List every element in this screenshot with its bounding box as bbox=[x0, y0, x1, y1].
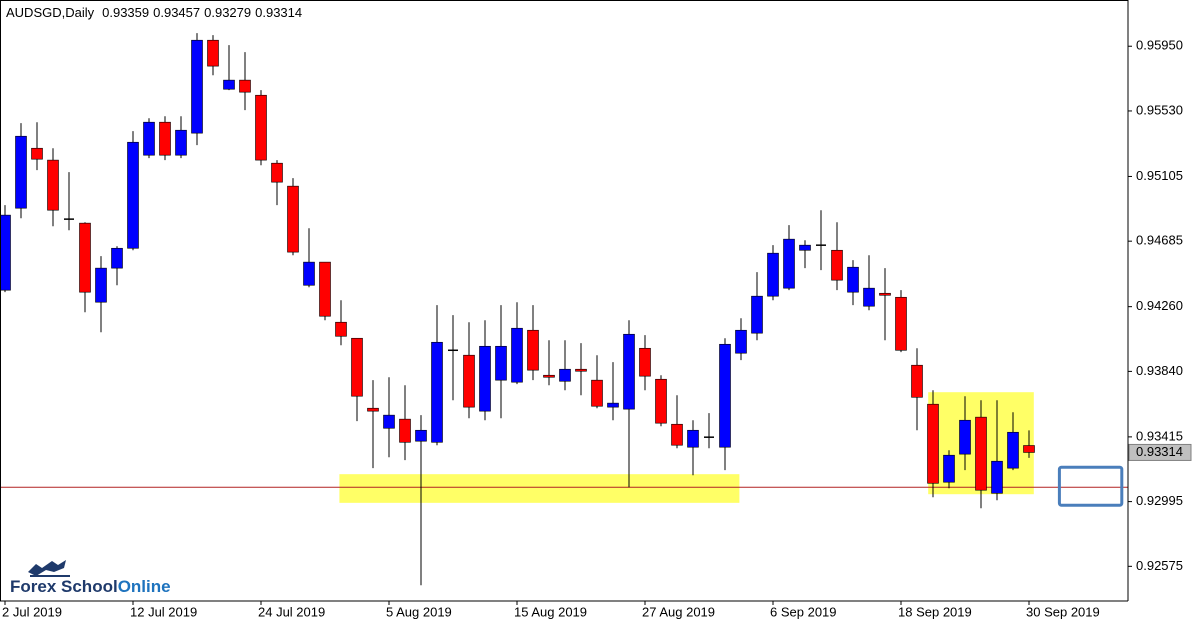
candle-body bbox=[991, 460, 1003, 494]
candle-body bbox=[95, 267, 107, 303]
candle-body bbox=[223, 79, 235, 90]
header-high: 0.93457 bbox=[153, 5, 200, 20]
y-tick-label: 0.92575 bbox=[1136, 558, 1183, 573]
logo-text: Forex SchoolOnline bbox=[10, 577, 171, 596]
candle-body bbox=[687, 429, 699, 448]
candle-body bbox=[575, 368, 587, 372]
header-low: 0.93279 bbox=[204, 5, 251, 20]
candle-body bbox=[335, 321, 347, 337]
candle-body bbox=[127, 141, 139, 249]
zone bbox=[339, 474, 740, 503]
candle-body bbox=[943, 454, 955, 483]
x-tick-label: 18 Sep 2019 bbox=[898, 604, 972, 619]
candle-body bbox=[719, 343, 731, 448]
x-tick-label: 30 Sep 2019 bbox=[1026, 604, 1100, 619]
candle-body bbox=[847, 266, 859, 293]
candle-body bbox=[479, 345, 491, 412]
candle-body bbox=[303, 261, 315, 286]
candle-body bbox=[543, 374, 555, 378]
candle-body bbox=[351, 337, 363, 397]
logo-text1: Forex School bbox=[10, 577, 118, 596]
candle-body bbox=[527, 329, 539, 371]
candle-body bbox=[1007, 431, 1019, 469]
candle-body bbox=[911, 364, 923, 398]
candle-body bbox=[383, 414, 395, 429]
candle-body bbox=[735, 329, 747, 354]
candle-body bbox=[495, 345, 507, 381]
candle-body bbox=[239, 79, 251, 93]
x-tick-label: 5 Aug 2019 bbox=[386, 604, 452, 619]
candle-body bbox=[415, 429, 427, 442]
candle-body bbox=[671, 423, 683, 446]
candle-body bbox=[591, 379, 603, 407]
candle-body bbox=[319, 261, 331, 317]
candle-body bbox=[159, 121, 171, 156]
candle-body bbox=[767, 252, 779, 297]
candle-body bbox=[1023, 445, 1035, 453]
y-tick-label: 0.94260 bbox=[1136, 298, 1183, 313]
header-open: 0.93359 bbox=[102, 5, 149, 20]
x-tick-label: 27 Aug 2019 bbox=[642, 604, 715, 619]
price-tag bbox=[1128, 443, 1192, 461]
candle-body bbox=[255, 94, 267, 161]
candle-body bbox=[367, 407, 379, 412]
logo-icon bbox=[28, 560, 66, 576]
candle-body bbox=[655, 378, 667, 424]
y-tick-label: 0.92995 bbox=[1136, 493, 1183, 508]
candle-body bbox=[31, 147, 43, 160]
candle-body bbox=[287, 185, 299, 253]
logo-text2: Online bbox=[118, 577, 171, 596]
candle-body bbox=[271, 162, 283, 183]
y-tick-label: 0.95530 bbox=[1136, 102, 1183, 117]
price-tag-label: 0.93314 bbox=[1136, 444, 1183, 459]
x-tick-label: 6 Sep 2019 bbox=[770, 604, 837, 619]
candle-body bbox=[191, 39, 203, 134]
logo-icon-base bbox=[30, 575, 70, 577]
candle-body bbox=[175, 129, 187, 156]
x-tick-label: 2 Jul 2019 bbox=[2, 604, 62, 619]
candle-body bbox=[751, 295, 763, 334]
x-tick-label: 12 Jul 2019 bbox=[130, 604, 197, 619]
candle-body bbox=[79, 222, 91, 293]
y-tick-label: 0.94685 bbox=[1136, 233, 1183, 248]
candle-body bbox=[895, 296, 907, 351]
candle-body bbox=[927, 403, 939, 484]
candle-body bbox=[639, 347, 651, 377]
logo: Forex SchoolOnline bbox=[10, 560, 171, 596]
candle-body bbox=[431, 341, 443, 443]
candle-body bbox=[207, 39, 219, 67]
y-tick-label: 0.95950 bbox=[1136, 38, 1183, 53]
marker-box bbox=[1057, 465, 1124, 507]
candle-body bbox=[799, 244, 811, 251]
y-tick-label: 0.95105 bbox=[1136, 168, 1183, 183]
candle-body bbox=[0, 214, 11, 291]
candle-body bbox=[831, 249, 843, 281]
candle-body bbox=[863, 287, 875, 307]
candle-body bbox=[111, 247, 123, 269]
candle-body bbox=[15, 135, 27, 209]
plot-layer bbox=[0, 33, 1128, 586]
candle-body bbox=[975, 416, 987, 491]
candle-body bbox=[959, 419, 971, 455]
x-tick-label: 15 Aug 2019 bbox=[514, 604, 587, 619]
candle-body bbox=[879, 292, 891, 296]
candle-body bbox=[399, 418, 411, 443]
candle-body bbox=[143, 121, 155, 156]
candle-body bbox=[607, 402, 619, 408]
candle-body bbox=[623, 333, 635, 410]
candle-body bbox=[47, 159, 59, 211]
candle-body bbox=[783, 238, 795, 289]
x-tick-label: 24 Jul 2019 bbox=[258, 604, 325, 619]
candle-body bbox=[511, 327, 523, 383]
symbol: AUDSGD,Daily bbox=[6, 5, 95, 20]
y-tick-label: 0.93415 bbox=[1136, 428, 1183, 443]
candle-body bbox=[463, 354, 475, 408]
header-close: 0.93314 bbox=[255, 5, 302, 20]
candle-body bbox=[559, 368, 571, 382]
header: AUDSGD,Daily 0.93359 0.93457 0.93279 0.93314 bbox=[6, 5, 302, 20]
y-tick-label: 0.93840 bbox=[1136, 363, 1183, 378]
